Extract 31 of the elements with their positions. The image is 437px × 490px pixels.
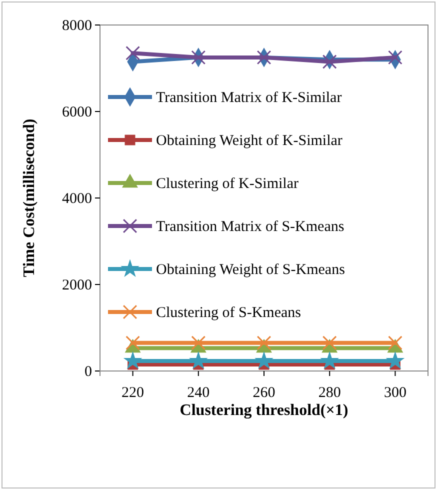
point bbox=[388, 50, 402, 65]
y-tick-label: 2000 bbox=[62, 277, 92, 294]
point bbox=[320, 351, 340, 370]
point bbox=[254, 351, 274, 370]
point bbox=[191, 336, 206, 350]
legend-label: Obtaining Weight of K-Similar bbox=[156, 133, 342, 149]
y-tick-label: 6000 bbox=[62, 104, 92, 120]
point bbox=[188, 351, 208, 370]
y-axis-title: Time Cost(millisecond) bbox=[21, 118, 38, 278]
legend-label: Transition Matrix of S-Kmeans bbox=[156, 219, 344, 235]
point bbox=[322, 336, 337, 350]
x-tick-label: 220 bbox=[122, 385, 144, 401]
point bbox=[123, 351, 142, 370]
y-tick-label: 8000 bbox=[62, 18, 92, 34]
x-tick-label: 260 bbox=[252, 385, 276, 401]
y-tick-label: 4000 bbox=[62, 190, 92, 207]
legend-label: Obtaining Weight of S-Kmeans bbox=[156, 262, 346, 278]
point bbox=[386, 351, 405, 370]
legend-label: Transition Matrix of K-Similar bbox=[156, 90, 342, 106]
y-tick-label: 0 bbox=[84, 364, 92, 380]
x-tick-label: 300 bbox=[384, 385, 406, 401]
x-axis-title: Clustering threshold(×1) bbox=[180, 402, 348, 419]
point bbox=[256, 336, 272, 350]
point bbox=[126, 46, 140, 60]
legend-label: Clustering of K-Similar bbox=[156, 176, 298, 192]
point bbox=[322, 54, 337, 69]
legend-label: Clustering of S-Kmeans bbox=[156, 305, 302, 321]
point bbox=[388, 336, 402, 350]
x-tick-label: 240 bbox=[187, 385, 210, 401]
point bbox=[126, 336, 140, 350]
x-tick-label: 280 bbox=[318, 385, 341, 401]
